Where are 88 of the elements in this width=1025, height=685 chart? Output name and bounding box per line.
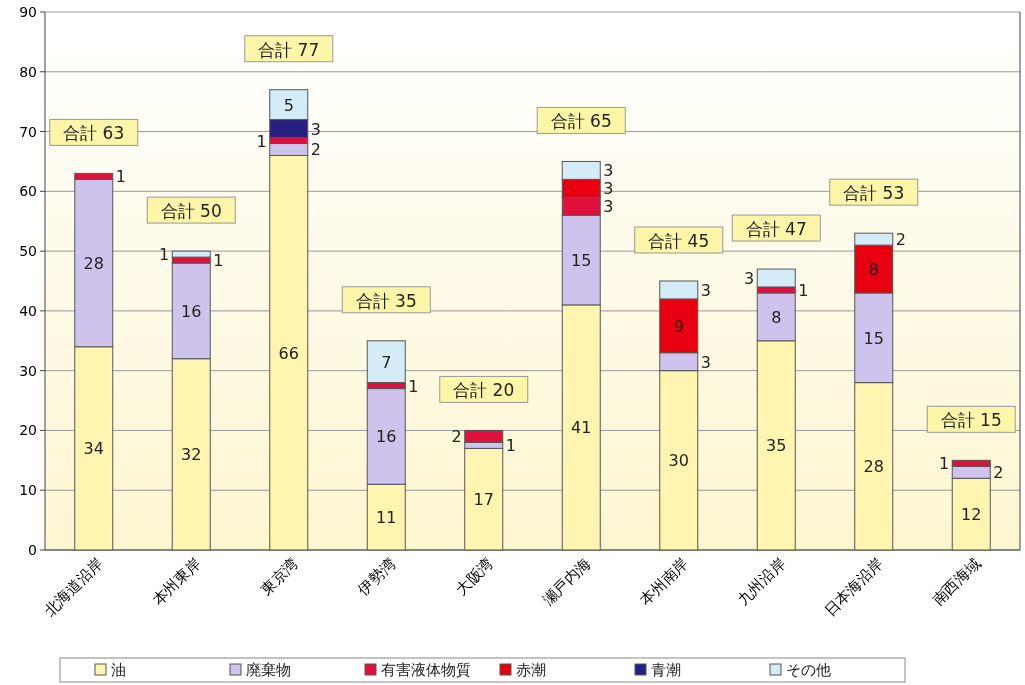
total-label: 合計 50 xyxy=(160,201,222,222)
total: 合計 77 xyxy=(244,35,334,63)
y-tick-label: 70 xyxy=(19,123,37,140)
data-label: 12 xyxy=(961,505,982,525)
data-label: 1 xyxy=(939,454,950,474)
total-label: 合計 63 xyxy=(63,123,125,144)
data-label: 3 xyxy=(700,280,711,300)
y-tick-label: 20 xyxy=(19,422,37,439)
legend-label: 油 xyxy=(111,661,126,679)
x-tick-label: 大阪湾 xyxy=(452,554,497,599)
data-label: 2 xyxy=(895,230,906,250)
bar xyxy=(269,89,309,121)
x-tick-label: 瀬戸内海 xyxy=(538,554,595,610)
total-label: 合計 35 xyxy=(355,290,417,311)
y-tick-label: 80 xyxy=(19,63,37,80)
legend-label: その他 xyxy=(786,661,831,679)
data-label: 16 xyxy=(376,427,397,447)
x-tick-label: 東京湾 xyxy=(257,554,302,599)
x-tick-label: 日本海沿岸 xyxy=(820,554,887,620)
data-label: 1 xyxy=(256,131,267,151)
total: 合計 53 xyxy=(829,178,919,206)
total-label: 合計 45 xyxy=(648,231,710,251)
x-tick-label: 九州沿岸 xyxy=(733,554,790,610)
total-label: 合計 15 xyxy=(940,410,1002,431)
data-label: 30 xyxy=(668,451,689,471)
data-label: 1 xyxy=(798,280,809,300)
data-label: 2 xyxy=(310,140,321,160)
legend-label: 赤潮 xyxy=(516,661,546,679)
data-label: 1 xyxy=(213,251,224,271)
total: 合計 35 xyxy=(341,286,431,314)
y-tick-label: 90 xyxy=(19,4,37,20)
total: 合計 45 xyxy=(634,226,724,254)
data-label: 3 xyxy=(700,352,711,372)
data-label: 9 xyxy=(673,316,684,336)
legend-label: 有害液体物質 xyxy=(381,661,471,679)
total-label: 合計 20 xyxy=(453,380,515,401)
total-label: 合計 47 xyxy=(745,219,807,240)
bar xyxy=(464,447,504,551)
data-label: 8 xyxy=(868,260,879,280)
x-tick-label: 南西海域 xyxy=(928,554,985,610)
y-tick-label: 50 xyxy=(19,243,37,260)
data-label: 5 xyxy=(283,95,294,115)
x-tick-label: 本州東岸 xyxy=(148,554,205,610)
total: 合計 50 xyxy=(146,196,236,224)
data-label: 3 xyxy=(603,161,614,181)
data-label: 15 xyxy=(863,328,884,348)
data-label: 3 xyxy=(603,197,614,217)
data-label: 28 xyxy=(83,254,104,274)
y-tick-label: 40 xyxy=(19,302,37,319)
total: 合計 47 xyxy=(731,214,821,242)
x-tick-label: 伊勢湾 xyxy=(354,554,400,599)
total-label: 合計 77 xyxy=(258,39,320,60)
data-label: 66 xyxy=(278,343,299,363)
total: 合計 65 xyxy=(536,106,626,134)
data-label: 2 xyxy=(451,427,462,447)
data-label: 11 xyxy=(376,508,397,528)
total: 合計 15 xyxy=(926,405,1016,433)
total-label: 合計 53 xyxy=(843,183,905,204)
data-label: 1 xyxy=(408,376,419,396)
data-label: 1 xyxy=(115,167,126,187)
data-label: 41 xyxy=(571,418,592,438)
total: 合計 63 xyxy=(49,118,139,146)
data-label: 2 xyxy=(993,463,1004,483)
y-tick-label: 30 xyxy=(19,362,37,379)
data-label: 7 xyxy=(381,352,392,372)
y-tick-label: 10 xyxy=(19,482,37,499)
data-label: 3 xyxy=(603,179,614,199)
data-label: 16 xyxy=(181,301,202,321)
data-label: 8 xyxy=(771,307,782,327)
data-label: 32 xyxy=(181,445,202,465)
legend-label: 青潮 xyxy=(651,661,681,679)
total-label: 合計 65 xyxy=(550,111,612,132)
data-label: 15 xyxy=(571,251,592,271)
total: 合計 20 xyxy=(439,375,529,403)
y-tick-label: 60 xyxy=(19,183,37,200)
y-tick-label: 0 xyxy=(28,542,37,558)
data-label: 34 xyxy=(83,439,104,459)
data-label: 1 xyxy=(505,436,516,456)
data-label: 1 xyxy=(159,245,170,265)
data-label: 28 xyxy=(863,457,884,477)
data-label: 3 xyxy=(310,119,321,139)
青潮: 3 xyxy=(269,119,321,139)
data-label: 35 xyxy=(766,436,787,456)
x-tick-label: 本州南岸 xyxy=(636,554,692,610)
data-label: 3 xyxy=(744,269,755,289)
legend-label: 廃棄物 xyxy=(246,661,291,679)
data-label: 17 xyxy=(473,490,494,510)
x-tick-label: 北海道沿岸 xyxy=(40,554,107,620)
